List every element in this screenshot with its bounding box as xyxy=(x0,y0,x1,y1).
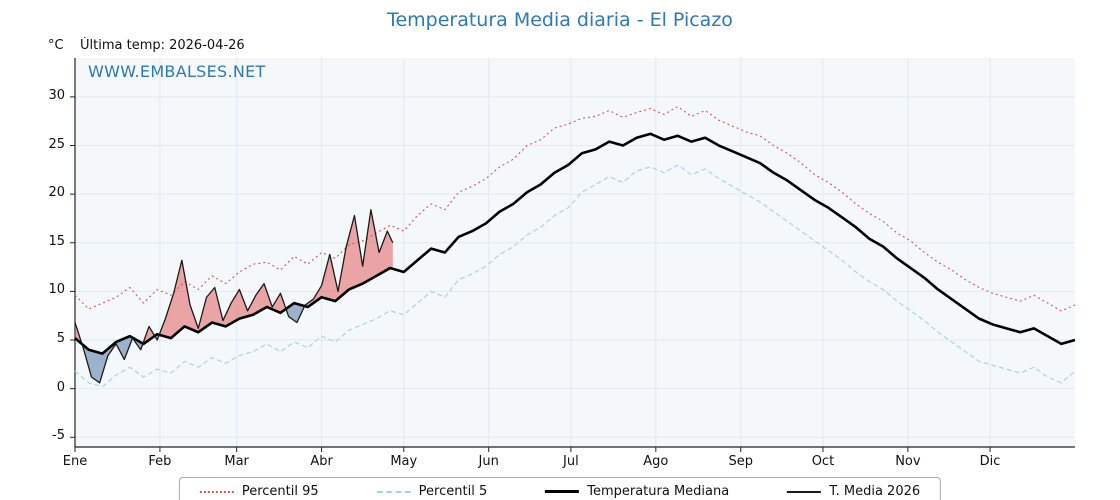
chart-title: Temperatura Media diaria - El Picazo xyxy=(387,9,733,31)
x-axis-month-label: Oct xyxy=(811,454,835,469)
x-axis-month-label: Jun xyxy=(478,454,499,469)
legend-label: Temperatura Mediana xyxy=(587,484,730,499)
legend-item-mediana: Temperatura Mediana xyxy=(545,484,729,499)
y-axis-tick-label: -5 xyxy=(52,428,65,444)
y-axis-tick-label: 30 xyxy=(48,87,65,103)
last-temp-label: Última temp: 2026-04-26 xyxy=(80,38,245,53)
watermark-text: WWW.EMBALSES.NET xyxy=(88,62,266,81)
x-axis-month-label: Jul xyxy=(563,454,579,469)
chart-legend: Percentil 95 Percentil 5 Temperatura Med… xyxy=(178,477,942,500)
legend-label: Percentil 5 xyxy=(418,484,488,499)
x-axis-month-label: Mar xyxy=(224,454,249,469)
x-axis-month-label: Nov xyxy=(895,454,921,469)
x-axis-month-label: Abr xyxy=(310,454,333,469)
t-media-2026-line-swatch xyxy=(787,490,822,493)
x-axis-month-label: Feb xyxy=(148,454,172,469)
x-axis-month-label: May xyxy=(390,454,418,469)
y-axis-tick-label: 20 xyxy=(48,185,65,201)
percentil-95-line-swatch xyxy=(199,490,234,493)
y-axis-tick-label: 5 xyxy=(56,331,65,347)
legend-label: Percentil 95 xyxy=(241,484,319,499)
y-axis-unit-label: °C xyxy=(48,38,64,53)
x-axis-month-label: Ene xyxy=(62,454,88,469)
legend-item-percentil-95: Percentil 95 xyxy=(199,484,319,499)
legend-item-percentil-5: Percentil 5 xyxy=(376,484,488,499)
y-axis-tick-label: 10 xyxy=(48,282,65,298)
x-axis-month-label: Sep xyxy=(728,454,753,469)
y-axis-tick-label: 15 xyxy=(48,233,65,249)
legend-label: T. Media 2026 xyxy=(829,484,921,499)
percentil-5-line-swatch xyxy=(376,490,411,493)
legend-item-t-media-2026: T. Media 2026 xyxy=(787,484,920,499)
x-axis-month-label: Ago xyxy=(643,454,669,469)
mediana-line-swatch xyxy=(545,490,580,493)
y-axis-tick-label: 0 xyxy=(56,379,65,395)
x-axis-month-label: Dic xyxy=(979,454,1001,469)
y-axis-tick-label: 25 xyxy=(48,136,65,152)
